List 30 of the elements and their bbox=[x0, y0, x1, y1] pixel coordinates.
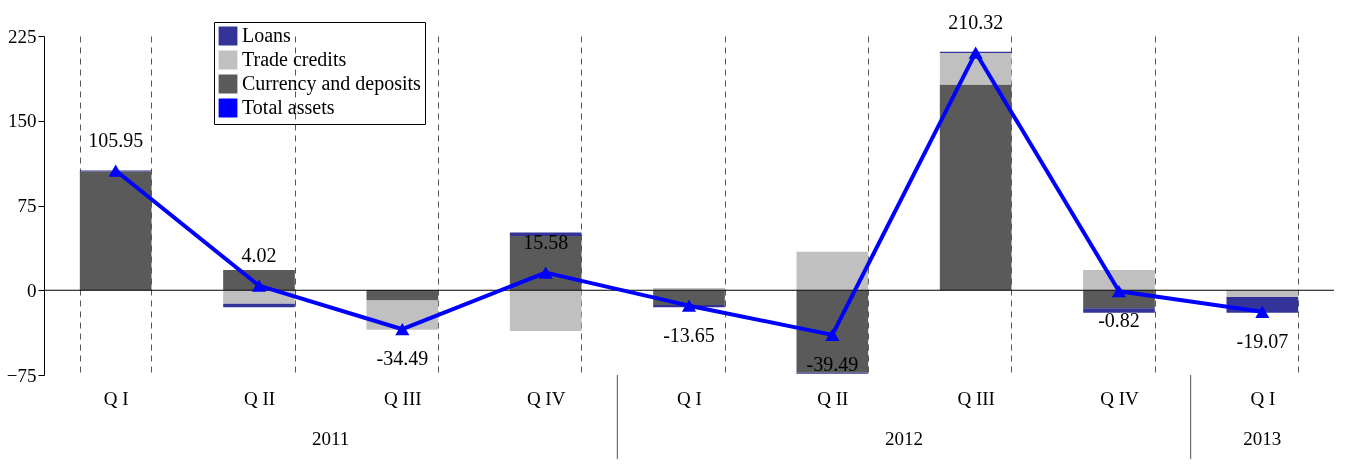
data-label: -0.82 bbox=[1098, 309, 1140, 332]
legend-label: Trade credits bbox=[242, 48, 347, 70]
x-tick-label: Q I bbox=[1250, 387, 1276, 409]
x-tick-label: Q IV bbox=[526, 387, 566, 409]
legend-label: Total assets bbox=[242, 96, 335, 118]
x-tick-label: Q III bbox=[957, 387, 995, 409]
x-tick-label: Q III bbox=[384, 387, 422, 409]
data-label: -34.49 bbox=[376, 347, 429, 370]
data-label: 210.32 bbox=[948, 10, 1004, 33]
x-tick-label: Q II bbox=[243, 387, 276, 409]
data-label: -13.65 bbox=[663, 323, 715, 346]
y-tick-label: 225 bbox=[8, 25, 37, 47]
data-label: -39.49 bbox=[806, 352, 859, 375]
text: 2012 bbox=[885, 428, 923, 449]
data-label: -19.07 bbox=[1236, 329, 1289, 352]
legend-label: Loans bbox=[242, 24, 292, 46]
x-tick-label: Q I bbox=[677, 387, 702, 409]
text: 2011 bbox=[312, 428, 350, 449]
x-tick-label: Q I bbox=[103, 387, 129, 409]
y-tick-label: −75 bbox=[6, 364, 37, 386]
x-tick-label: Q II bbox=[817, 387, 849, 409]
data-label: 15.58 bbox=[523, 230, 569, 253]
y-tick-label: 75 bbox=[17, 195, 37, 216]
data-label: 105.95 bbox=[88, 128, 144, 151]
data-label: 4.02 bbox=[241, 243, 277, 266]
y-tick-label: 150 bbox=[8, 110, 37, 132]
legend-label: Currency and deposits bbox=[242, 72, 422, 95]
y-tick-label: 0 bbox=[27, 279, 37, 301]
x-tick-label: Q IV bbox=[1100, 387, 1140, 409]
text: 2013 bbox=[1243, 428, 1282, 449]
